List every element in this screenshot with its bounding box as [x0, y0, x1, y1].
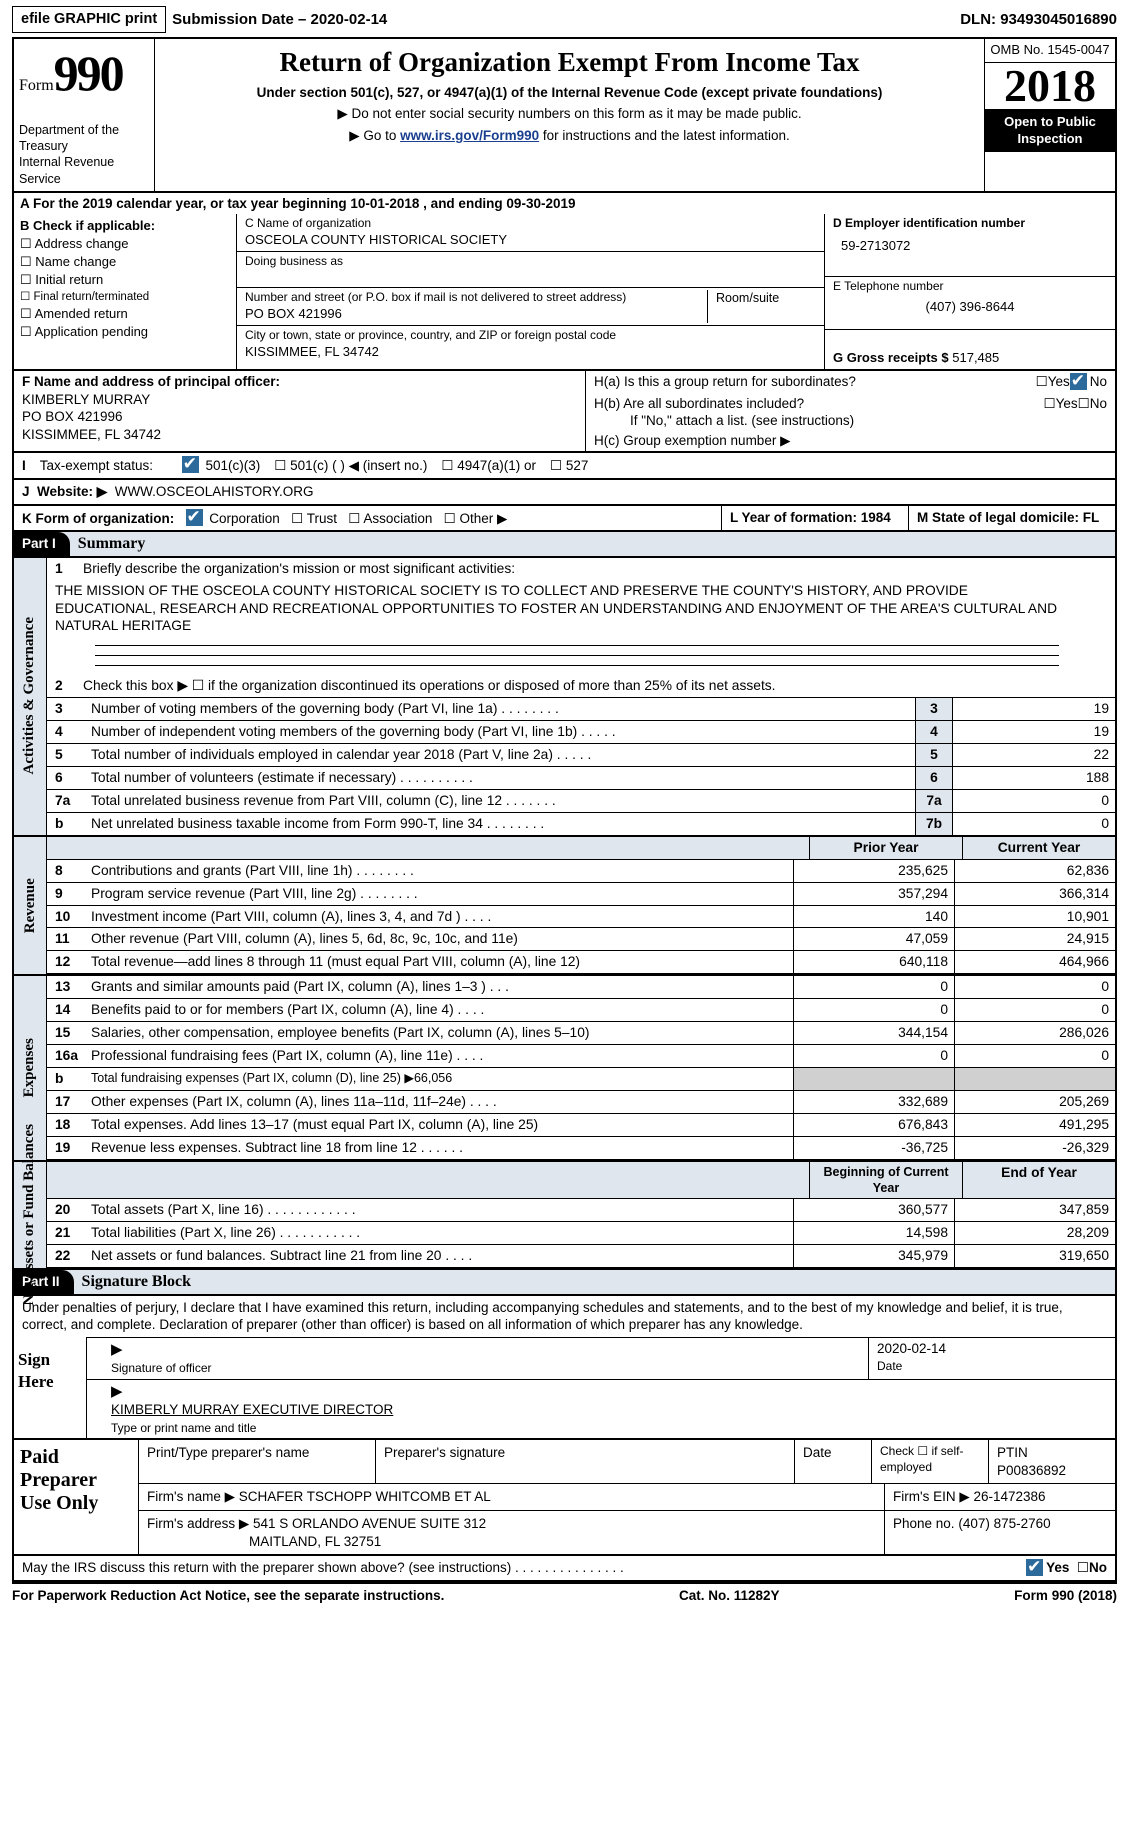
cat-number: Cat. No. 11282Y [444, 1587, 1014, 1605]
sign-here-label: Sign Here [14, 1337, 86, 1439]
irs-discuss-line: May the IRS discuss this return with the… [22, 1559, 1026, 1577]
efile-print-button[interactable]: efile GRAPHIC print [12, 6, 166, 33]
netassets-tab: Net Assets or Fund Balances [20, 1124, 40, 1305]
tax-exempt-row: I Tax-exempt status: 501(c)(3) ☐ 501(c) … [12, 453, 1117, 480]
paid-preparer-label: Paid Preparer Use Only [14, 1440, 138, 1554]
paperwork-notice: For Paperwork Reduction Act Notice, see … [12, 1587, 444, 1605]
corp-check-icon [186, 509, 203, 526]
form-id-cell: Form990 Department of the Treasury Inter… [14, 39, 155, 191]
calendar-year-line: A For the 2019 calendar year, or tax yea… [12, 193, 1117, 215]
form-footer: Form 990 (2018) [1014, 1587, 1117, 1605]
gov-tab: Activities & Governance [20, 617, 40, 774]
revenue-tab: Revenue [20, 878, 40, 933]
form-title: Return of Organization Exempt From Incom… [163, 45, 976, 80]
ha-no-check-icon [1070, 373, 1087, 390]
firm-phone: (407) 875-2760 [958, 1516, 1050, 1531]
perjury-statement: Under penalties of perjury, I declare th… [14, 1296, 1115, 1337]
instructions-link[interactable]: www.irs.gov/Form990 [400, 128, 539, 143]
m-state: M State of legal domicile: FL [908, 506, 1115, 531]
year-cell: OMB No. 1545-0047 2018 Open to PublicIns… [985, 39, 1115, 191]
org-city: KISSIMMEE, FL 34742 [245, 344, 816, 361]
501c3-check-icon [182, 456, 199, 473]
ein-value: 59-2713072 [833, 232, 1107, 255]
form-title-cell: Return of Organization Exempt From Incom… [155, 39, 985, 191]
firm-ein: 26-1472386 [973, 1489, 1045, 1504]
org-address: PO BOX 421996 [245, 306, 707, 323]
expenses-tab: Expenses [20, 1038, 40, 1097]
ptin-value: P00836892 [997, 1463, 1066, 1478]
l-year: L Year of formation: 1984 [721, 506, 908, 531]
org-name: OSCEOLA COUNTY HISTORICAL SOCIETY [245, 232, 816, 249]
h-block: H(a) Is this a group return for subordin… [586, 371, 1115, 451]
principal-officer: F Name and address of principal officer:… [14, 371, 586, 451]
phone-value: (407) 396-8644 [833, 295, 1107, 316]
check-if-applicable: B Check if applicable: ☐ Address change … [14, 214, 237, 369]
website-row: J Website: ▶ WWW.OSCEOLAHISTORY.ORG [12, 480, 1117, 506]
officer-name: KIMBERLY MURRAY EXECUTIVE DIRECTOR [111, 1402, 393, 1417]
dln-value: DLN: 93493045016890 [960, 10, 1117, 30]
irs-yes-check-icon [1026, 1559, 1043, 1576]
k-row: K Form of organization: Corporation ☐ Tr… [14, 506, 721, 531]
firm-name: SCHAFER TSCHOPP WHITCOMB ET AL [239, 1489, 491, 1504]
mission-text: THE MISSION OF THE OSCEOLA COUNTY HISTOR… [47, 580, 1115, 638]
part1-header: Part I [14, 532, 70, 556]
gross-receipts: 517,485 [952, 350, 999, 365]
submission-date: Submission Date – 2020-02-14 [172, 10, 387, 30]
